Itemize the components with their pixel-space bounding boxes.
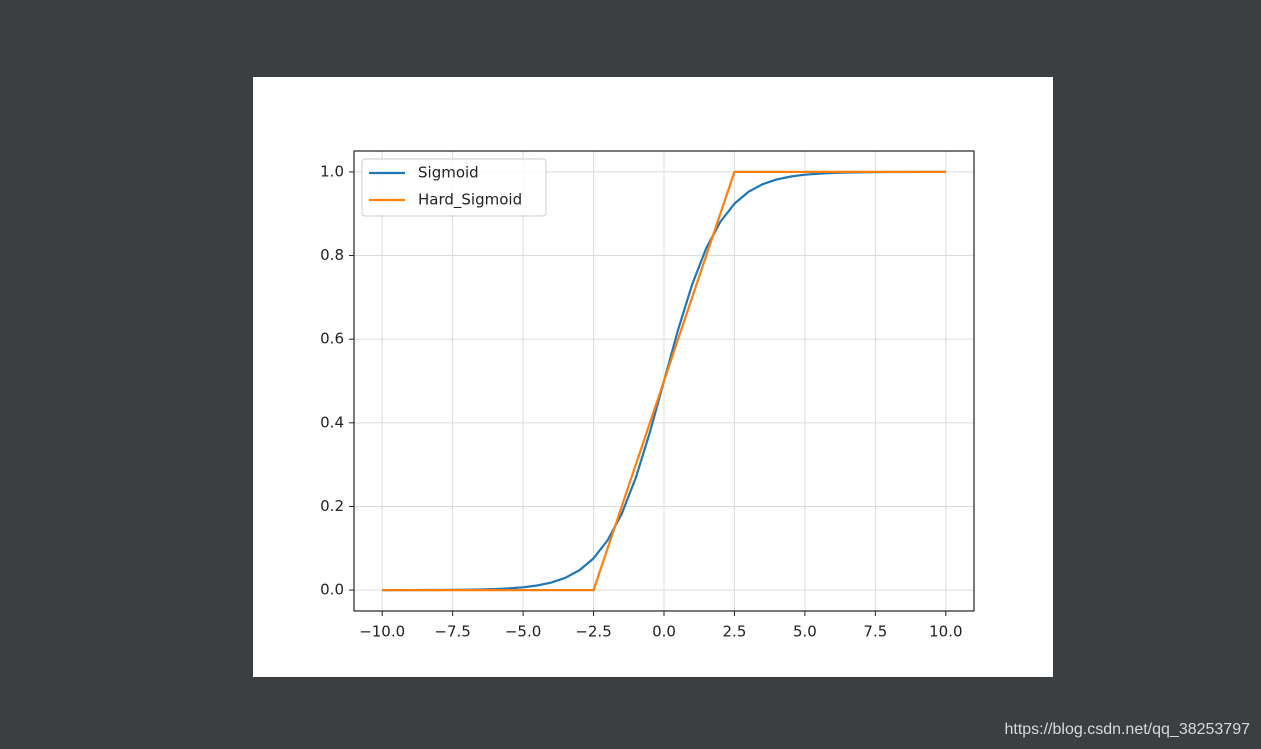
x-tick-label: 5.0 [793, 623, 817, 641]
x-tick-label: 0.0 [652, 623, 676, 641]
x-tick-label: −2.5 [575, 623, 611, 641]
legend-label: Hard_Sigmoid [418, 191, 522, 210]
x-tick-label: 7.5 [863, 623, 887, 641]
x-tick-label: −7.5 [434, 623, 470, 641]
series-line [382, 170, 946, 592]
legend-label: Sigmoid [418, 164, 479, 182]
watermark: https://blog.csdn.net/qq_38253797 [1004, 721, 1250, 738]
y-tick-label: 0.8 [320, 246, 344, 264]
y-tick-label: 0.4 [320, 413, 344, 431]
x-tick-label: −10.0 [359, 623, 405, 641]
y-tick-label: 1.0 [320, 162, 344, 180]
y-tick-label: 0.0 [320, 581, 344, 599]
plot-area: −10.0 −7.5 −5.0 −2.5 0.0 2.5 5.0 7.5 10.0 0.0 0.2 0… [320, 150, 975, 641]
axes-frame [353, 150, 975, 612]
x-tick-label: 2.5 [723, 623, 747, 641]
y-tick-label: 0.2 [320, 497, 344, 515]
legend-box [361, 158, 547, 217]
x-tick-label: 10.0 [929, 623, 962, 641]
y-tick-label: 0.6 [320, 330, 344, 348]
x-tick-label: −5.0 [505, 623, 541, 641]
